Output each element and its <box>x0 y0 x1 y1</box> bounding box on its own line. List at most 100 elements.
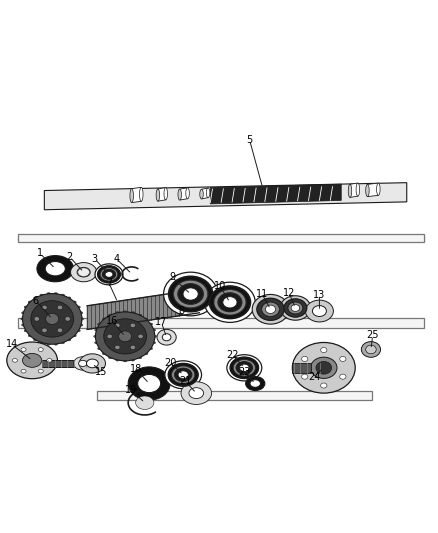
Ellipse shape <box>95 342 98 344</box>
Text: 3: 3 <box>92 254 98 264</box>
Ellipse shape <box>54 343 57 345</box>
Polygon shape <box>367 183 378 197</box>
Text: 24: 24 <box>308 372 320 382</box>
Ellipse shape <box>223 297 237 308</box>
Ellipse shape <box>138 374 161 393</box>
Ellipse shape <box>214 289 246 315</box>
Ellipse shape <box>40 342 43 344</box>
Ellipse shape <box>284 299 307 317</box>
Ellipse shape <box>252 294 289 324</box>
Ellipse shape <box>174 368 192 382</box>
Ellipse shape <box>71 263 97 282</box>
Text: 20: 20 <box>164 358 176 368</box>
Ellipse shape <box>128 367 170 400</box>
Ellipse shape <box>21 318 24 320</box>
Ellipse shape <box>210 286 250 318</box>
Ellipse shape <box>321 348 327 353</box>
Ellipse shape <box>107 334 113 338</box>
Ellipse shape <box>130 345 135 350</box>
Ellipse shape <box>233 360 255 376</box>
Text: 21: 21 <box>179 376 191 386</box>
Ellipse shape <box>47 293 50 295</box>
Ellipse shape <box>145 352 148 355</box>
Ellipse shape <box>77 306 80 308</box>
Ellipse shape <box>136 396 154 409</box>
Ellipse shape <box>100 268 118 281</box>
Ellipse shape <box>138 357 142 359</box>
Polygon shape <box>87 289 199 329</box>
Polygon shape <box>201 188 208 199</box>
Ellipse shape <box>102 269 116 279</box>
Ellipse shape <box>240 364 249 372</box>
Ellipse shape <box>21 324 25 326</box>
Polygon shape <box>42 360 92 367</box>
Text: 6: 6 <box>32 296 39 305</box>
Ellipse shape <box>230 357 259 378</box>
Ellipse shape <box>74 357 92 370</box>
Ellipse shape <box>22 353 42 367</box>
Ellipse shape <box>79 312 83 314</box>
Ellipse shape <box>67 297 71 299</box>
Ellipse shape <box>366 345 376 354</box>
Ellipse shape <box>292 343 355 393</box>
Ellipse shape <box>130 323 135 328</box>
Ellipse shape <box>61 342 64 344</box>
Ellipse shape <box>34 317 39 321</box>
Ellipse shape <box>95 264 123 285</box>
Ellipse shape <box>163 272 218 316</box>
Ellipse shape <box>37 256 74 282</box>
Ellipse shape <box>261 302 280 317</box>
Ellipse shape <box>12 359 18 362</box>
Ellipse shape <box>227 354 262 381</box>
Ellipse shape <box>77 268 90 277</box>
Ellipse shape <box>116 359 119 361</box>
Polygon shape <box>18 234 424 243</box>
Ellipse shape <box>98 266 120 282</box>
Text: 1: 1 <box>37 248 43 259</box>
Ellipse shape <box>86 359 98 368</box>
Ellipse shape <box>21 348 26 351</box>
Ellipse shape <box>79 354 106 373</box>
Ellipse shape <box>77 329 80 332</box>
Text: 16: 16 <box>106 316 118 326</box>
Text: 23: 23 <box>238 367 251 377</box>
Ellipse shape <box>24 306 28 308</box>
Ellipse shape <box>291 304 300 311</box>
Ellipse shape <box>40 294 43 296</box>
Ellipse shape <box>109 357 112 359</box>
Ellipse shape <box>149 323 152 325</box>
Ellipse shape <box>102 352 106 355</box>
Ellipse shape <box>131 359 134 361</box>
Ellipse shape <box>236 362 252 374</box>
Polygon shape <box>18 236 424 241</box>
Ellipse shape <box>233 359 256 376</box>
Ellipse shape <box>178 284 203 304</box>
Ellipse shape <box>164 188 167 200</box>
Ellipse shape <box>302 357 308 361</box>
Ellipse shape <box>21 312 25 314</box>
Ellipse shape <box>67 338 71 341</box>
Polygon shape <box>158 188 166 201</box>
Ellipse shape <box>288 302 303 314</box>
Text: 13: 13 <box>313 290 325 300</box>
Ellipse shape <box>138 314 142 316</box>
Ellipse shape <box>153 335 157 337</box>
Ellipse shape <box>7 342 57 379</box>
Ellipse shape <box>130 189 134 203</box>
Ellipse shape <box>57 305 63 310</box>
Ellipse shape <box>22 294 82 344</box>
Ellipse shape <box>98 323 101 325</box>
Polygon shape <box>132 187 141 203</box>
Ellipse shape <box>246 376 265 391</box>
Text: 25: 25 <box>367 330 379 341</box>
Ellipse shape <box>340 357 346 361</box>
Ellipse shape <box>28 335 32 337</box>
Ellipse shape <box>73 301 76 303</box>
Ellipse shape <box>305 300 333 322</box>
Polygon shape <box>18 318 424 328</box>
Ellipse shape <box>218 293 242 312</box>
Ellipse shape <box>78 360 87 367</box>
Ellipse shape <box>206 188 210 198</box>
Ellipse shape <box>162 334 171 341</box>
Polygon shape <box>292 362 311 373</box>
